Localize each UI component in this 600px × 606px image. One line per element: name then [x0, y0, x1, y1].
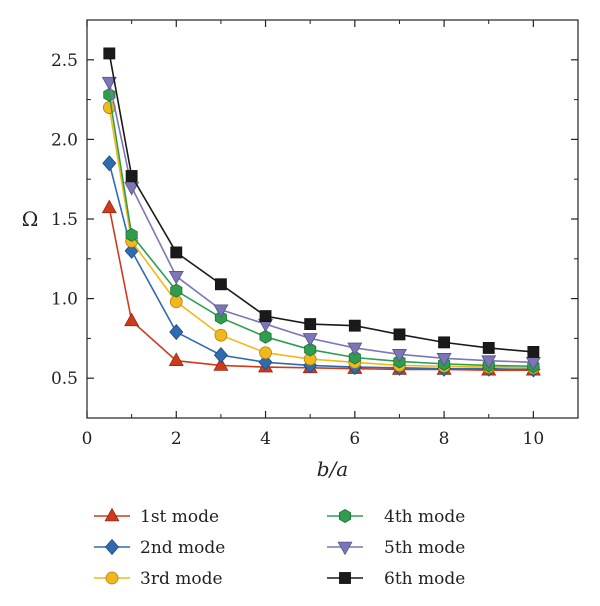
data-point — [304, 318, 317, 330]
data-point — [304, 342, 317, 357]
data-point — [101, 76, 117, 91]
data-point — [481, 355, 497, 369]
data-point — [482, 342, 495, 354]
x-tick-label: 4 — [260, 429, 271, 449]
y-tick-label: 2.5 — [51, 51, 78, 71]
series-line — [108, 81, 534, 364]
series-3 — [102, 101, 540, 375]
data-point — [101, 199, 117, 214]
plot-frame — [86, 19, 579, 419]
x-tick-label: 0 — [82, 429, 93, 449]
legend-label: 6th mode — [384, 569, 465, 589]
data-point — [259, 310, 272, 323]
plot-area — [101, 47, 541, 378]
data-point — [102, 155, 117, 172]
data-point — [347, 342, 363, 357]
legend-marker — [339, 572, 351, 584]
axes: 0 2 4 6 8 10 0.5 1.0 1.5 2.0 2.5 — [51, 19, 579, 449]
data-point — [348, 350, 361, 365]
data-point — [103, 47, 116, 60]
y-tick-label: 0.5 — [51, 369, 78, 389]
data-point — [438, 336, 451, 349]
y-tick-label: 1.0 — [51, 290, 78, 310]
legend-marker — [338, 509, 352, 523]
data-point — [124, 181, 140, 196]
legend-label: 5th mode — [384, 538, 465, 558]
y-tick-label: 1.5 — [51, 210, 78, 230]
y-tick-label: 2.0 — [51, 130, 78, 150]
data-point — [125, 170, 138, 182]
legend-item-1: 1st mode — [94, 507, 219, 527]
data-point — [258, 354, 273, 371]
data-point — [213, 304, 229, 319]
x-tick-label: 6 — [349, 429, 360, 449]
data-point — [302, 333, 318, 347]
data-point — [168, 352, 184, 366]
series-2 — [102, 155, 541, 378]
series-4 — [103, 87, 540, 374]
legend-marker — [104, 507, 120, 522]
data-point — [124, 312, 140, 327]
data-point — [214, 278, 227, 291]
legend-marker — [104, 538, 120, 556]
data-point — [436, 353, 452, 367]
data-point — [213, 347, 228, 364]
legend-item-3: 3rd mode — [94, 569, 223, 589]
legend-item-2: 2nd mode — [94, 538, 225, 558]
data-point — [393, 328, 406, 341]
data-point — [214, 328, 228, 342]
x-axis-title: b/a — [317, 457, 348, 481]
data-point — [125, 227, 138, 242]
legend-label: 4th mode — [384, 507, 465, 527]
legend-item-4: 4th mode — [327, 507, 465, 527]
legend-label: 1st mode — [140, 507, 219, 527]
x-tick-label: 2 — [171, 429, 182, 449]
data-point — [259, 329, 272, 344]
legend-item-5: 5th mode — [327, 538, 465, 558]
data-point — [259, 346, 272, 360]
data-point — [213, 357, 229, 371]
legend: 1st mode 2nd mode 3rd mode 4th mode 5th mode… — [94, 507, 465, 589]
data-point — [168, 271, 184, 285]
data-point — [391, 349, 407, 363]
legend-marker — [105, 571, 119, 585]
data-point — [170, 283, 183, 298]
series-line — [108, 163, 534, 371]
series-1 — [101, 199, 541, 376]
data-point — [170, 246, 183, 259]
series-6 — [103, 47, 540, 358]
y-axis-title: Ω — [22, 207, 39, 231]
data-point — [169, 323, 184, 341]
legend-marker — [337, 541, 353, 556]
x-tick-label: 8 — [439, 429, 450, 449]
x-tick-label: 10 — [523, 429, 545, 449]
legend-label: 2nd mode — [140, 538, 225, 558]
data-point — [348, 319, 361, 332]
data-point — [527, 346, 540, 358]
legend-item-6: 6th mode — [327, 569, 465, 589]
legend-label: 3rd mode — [140, 569, 223, 589]
series-5 — [101, 76, 541, 371]
